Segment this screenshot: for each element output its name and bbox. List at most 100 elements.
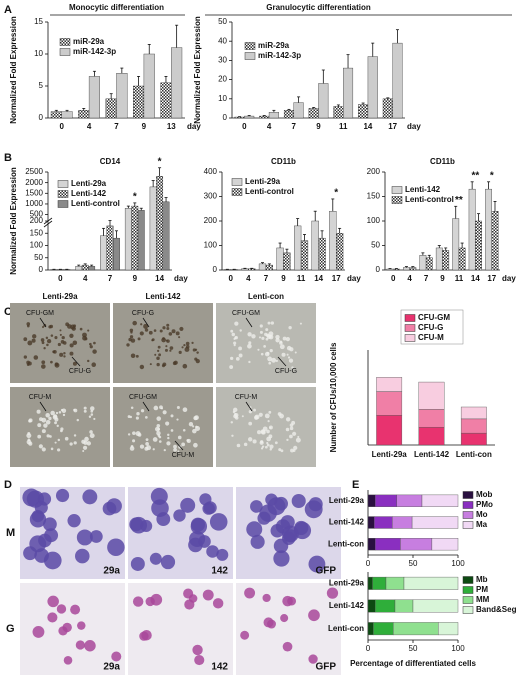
cell xyxy=(270,321,275,325)
image-caption: GFP xyxy=(315,662,336,673)
x-tick-label: 50 xyxy=(409,644,418,653)
significance: * xyxy=(158,156,162,167)
cell xyxy=(162,337,165,340)
cell xyxy=(266,429,270,434)
cell xyxy=(151,338,155,342)
y-axis-label: Normalized Fold Expression xyxy=(9,167,18,275)
cell xyxy=(69,351,74,356)
cell xyxy=(186,439,190,442)
cell xyxy=(280,614,289,623)
cell xyxy=(155,426,160,432)
cell xyxy=(130,338,136,343)
cell xyxy=(181,442,186,447)
legend-label: CFU-GM xyxy=(418,313,450,322)
chart-title: CD11b xyxy=(271,157,296,166)
cell xyxy=(176,418,179,421)
cell xyxy=(143,323,149,329)
bar xyxy=(276,247,284,271)
cell xyxy=(36,409,41,414)
cell xyxy=(167,436,170,440)
bar xyxy=(131,205,139,271)
cell xyxy=(265,337,269,341)
cell xyxy=(195,359,200,364)
cell xyxy=(72,324,77,328)
bar-segment xyxy=(400,538,433,551)
cell xyxy=(235,356,240,361)
cell xyxy=(269,444,274,449)
cell xyxy=(75,640,85,650)
bar xyxy=(106,225,114,271)
cell xyxy=(268,334,274,340)
cell xyxy=(263,345,266,348)
cell xyxy=(93,417,96,420)
cell xyxy=(130,353,136,359)
cell xyxy=(199,493,212,506)
column-title: Lenti-142 xyxy=(145,292,181,301)
bar-segment xyxy=(376,415,403,446)
cell xyxy=(82,489,98,505)
cell xyxy=(75,548,90,564)
cell xyxy=(257,511,271,525)
legend-label: miR-142-3p xyxy=(73,47,116,56)
cell xyxy=(275,338,280,343)
cell xyxy=(89,530,103,543)
cell xyxy=(175,331,180,336)
cell xyxy=(165,345,168,348)
cell xyxy=(26,433,32,439)
cell xyxy=(248,409,253,414)
legend-swatch xyxy=(462,606,474,614)
cell xyxy=(295,437,301,443)
significance: ** xyxy=(455,195,463,206)
x-tick-label: 7 xyxy=(292,122,297,131)
legend-frame xyxy=(400,309,464,345)
cell xyxy=(46,434,50,438)
bar xyxy=(137,210,145,271)
significance: ** xyxy=(471,170,479,181)
bar-segment xyxy=(431,538,459,551)
legend-swatch xyxy=(462,491,474,499)
y-tick-label: Lenti-con xyxy=(328,624,364,633)
cell xyxy=(63,655,73,665)
panel-label: E xyxy=(352,479,359,491)
cell xyxy=(139,364,145,370)
cell xyxy=(269,448,272,451)
bar xyxy=(81,264,89,271)
x-tick-label: 100 xyxy=(451,559,465,568)
cell xyxy=(260,429,266,434)
cell xyxy=(158,435,162,439)
arrow xyxy=(142,317,150,328)
cell xyxy=(50,334,54,337)
micrograph xyxy=(113,303,213,383)
cell xyxy=(261,445,265,448)
cell xyxy=(60,340,65,344)
legend-swatch xyxy=(404,314,416,322)
bar xyxy=(258,263,267,271)
x-tick-label: 17 xyxy=(487,274,496,283)
cell xyxy=(297,435,300,438)
bar xyxy=(293,102,304,119)
cell xyxy=(88,415,92,418)
cell xyxy=(279,341,283,345)
x-tick-label: 0 xyxy=(58,274,63,283)
cell xyxy=(73,441,77,445)
legend-label: CFU-G xyxy=(418,323,443,332)
cell xyxy=(326,587,339,599)
cell xyxy=(202,589,214,601)
x-tick-label: 7 xyxy=(108,274,113,283)
bar-segment xyxy=(418,381,445,410)
x-tick-label: 0 xyxy=(366,644,371,653)
cell xyxy=(176,406,180,410)
x-tick-label: 4 xyxy=(246,274,251,283)
y-tick-label: 200 xyxy=(204,216,218,225)
cell xyxy=(60,427,64,431)
cell xyxy=(189,530,206,548)
legend-label: Mob xyxy=(476,490,493,499)
colony-label: CFU-G xyxy=(132,310,154,317)
cell xyxy=(156,356,160,360)
cell xyxy=(37,423,42,428)
cell xyxy=(132,439,136,443)
cell xyxy=(247,332,252,337)
cell xyxy=(259,324,263,328)
cell xyxy=(268,410,272,414)
x-axis-label: Percentage of differentiated cells xyxy=(350,659,476,668)
